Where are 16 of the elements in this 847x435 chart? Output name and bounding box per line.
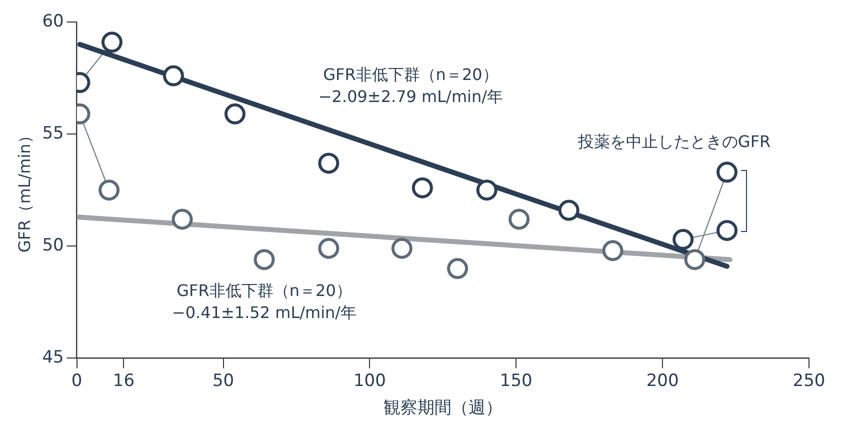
- annotation: GFR非低下群（n＝20） −2.09±2.79 mL/min/年: [318, 65, 504, 106]
- annotation: 投薬を中止したときのGFR: [576, 132, 771, 152]
- y-tick-label: 55: [42, 123, 64, 144]
- x-tick-label: 100: [353, 370, 386, 391]
- y-axis-title: GFR（mL/min）: [14, 128, 34, 252]
- y-tick-label: 50: [42, 236, 64, 256]
- x-tick-label: 200: [646, 370, 679, 391]
- x-tick-label: 150: [500, 370, 532, 391]
- x-tick-label: 250: [792, 370, 826, 391]
- y-tick-label: 45: [42, 348, 64, 368]
- x-tick-label: 0: [71, 370, 82, 391]
- x-axis-title: 観察期間（週）: [383, 398, 502, 418]
- x-tick-label: 50: [212, 370, 234, 391]
- y-tick-label: 60: [42, 11, 64, 32]
- x-tick-label: 16: [112, 370, 135, 391]
- annotation: GFR非低下群（n＝20） −0.41±1.52 mL/min/年: [172, 280, 357, 322]
